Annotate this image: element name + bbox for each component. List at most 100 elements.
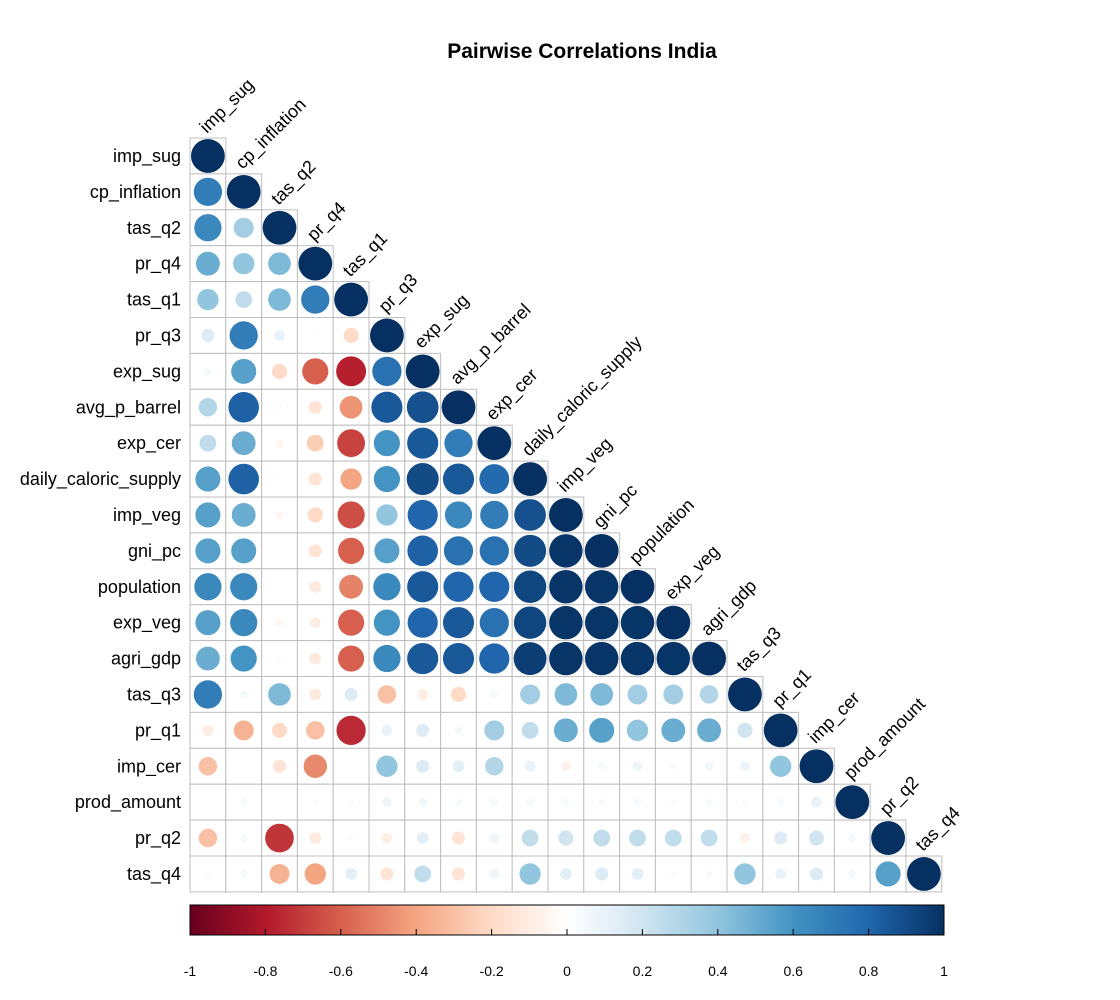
correlation-circle-tas_q4-tas_q1	[345, 868, 357, 880]
correlation-circle-daily_caloric_supply-exp_sug	[406, 463, 439, 496]
correlation-circle-pr_q1-exp_sug	[416, 723, 430, 737]
colorbar-tick-label: -0.8	[253, 963, 277, 979]
correlation-circle-prod_amount-tas_q1	[348, 799, 355, 806]
correlation-circle-agri_gdp-population	[620, 641, 655, 676]
column-label: exp_cer	[482, 365, 542, 425]
correlation-circle-avg_p_barrel-cp_inflation	[228, 391, 260, 423]
correlation-circle-tas_q4-exp_veg	[670, 871, 677, 877]
correlation-circle-pr_q2-tas_q1	[348, 835, 355, 841]
correlation-circle-tas_q4-population	[631, 868, 644, 880]
correlation-circle-exp_sug-pr_q4	[302, 358, 329, 385]
correlation-circle-tas_q4-pr_q4	[304, 863, 326, 885]
row-label: pr_q4	[135, 254, 181, 275]
correlation-circle-pr_q1-pr_q3	[381, 725, 393, 736]
correlation-circle-prod_amount-exp_sug	[418, 798, 427, 807]
correlation-circle-pr_q2-prod_amount	[848, 834, 857, 842]
correlation-circle-pr_q1-imp_veg	[553, 718, 578, 743]
correlation-circle-prod_amount-agri_gdp	[705, 798, 713, 806]
column-label: pr_q4	[303, 198, 350, 245]
correlation-circle-tas_q3-tas_q2	[268, 683, 291, 706]
correlation-circle-tas_q4-imp_veg	[560, 868, 572, 880]
correlation-circle-tas_q4-pr_q2	[875, 861, 901, 887]
correlation-circle-pr_q1-tas_q2	[271, 722, 288, 738]
correlation-circle-tas_q1-cp_inflation	[235, 291, 253, 308]
correlation-circle-imp_cer-daily_caloric_supply	[524, 760, 536, 772]
row-label: cp_inflation	[90, 182, 181, 203]
correlation-circle-tas_q4-gni_pc	[595, 867, 609, 881]
correlation-circle-pr_q4-cp_inflation	[233, 252, 255, 275]
correlation-circle-gni_pc-tas_q1	[338, 537, 365, 564]
correlation-circle-exp_sug-pr_q3	[372, 356, 402, 386]
correlation-circle-imp_cer-population	[632, 761, 643, 772]
colorbar-tick-label: -0.4	[404, 963, 428, 979]
correlation-circle-gni_pc-imp_veg	[549, 534, 583, 568]
correlation-circle-prod_amount-pr_q3	[382, 797, 392, 807]
correlation-circle-tas_q3-gni_pc	[590, 683, 614, 706]
row-label: imp_sug	[113, 146, 181, 167]
correlation-circle-imp_veg-pr_q3	[376, 504, 398, 526]
correlation-circle-exp_sug-cp_inflation	[231, 358, 257, 384]
correlation-circle-prod_amount-imp_cer	[811, 796, 822, 808]
colorbar-tick-label: 0	[563, 963, 571, 979]
correlation-circle-exp_veg-cp_inflation	[230, 609, 258, 637]
row-label: avg_p_barrel	[76, 397, 181, 418]
correlation-circle-pr_q2-imp_sug	[198, 828, 218, 848]
column-label: pr_q2	[876, 772, 923, 819]
correlation-circles	[191, 139, 941, 891]
correlation-circle-avg_p_barrel-pr_q4	[308, 400, 322, 414]
correlation-circle-pr_q2-pr_q2	[871, 821, 905, 855]
correlation-circle-imp_cer-imp_veg	[561, 761, 571, 772]
correlation-circle-prod_amount-prod_amount	[835, 785, 870, 820]
correlation-circle-imp_cer-pr_q4	[303, 754, 328, 778]
correlation-circle-imp_cer-cp_inflation	[242, 765, 245, 768]
column-label: exp_veg	[661, 541, 724, 604]
correlation-circle-exp_sug-tas_q2	[271, 363, 288, 379]
grid-cell	[225, 245, 263, 283]
correlation-circle-tas_q3-imp_sug	[193, 680, 223, 709]
correlation-circle-agri_gdp-imp_veg	[549, 641, 583, 676]
correlation-circle-tas_q4-exp_cer	[489, 869, 500, 879]
correlation-circle-daily_caloric_supply-tas_q2	[277, 476, 282, 482]
column-label: pr_q3	[375, 270, 422, 317]
correlation-circle-pr_q2-imp_cer	[808, 830, 825, 846]
correlation-circle-gni_pc-tas_q2	[278, 550, 281, 552]
correlation-circle-pr_q3-imp_sug	[201, 328, 215, 342]
correlation-circle-agri_gdp-cp_inflation	[230, 645, 257, 672]
correlation-circle-exp_veg-exp_sug	[407, 607, 438, 638]
correlation-circle-daily_caloric_supply-pr_q3	[373, 465, 400, 493]
correlation-circle-avg_p_barrel-tas_q2	[276, 404, 283, 411]
column-label: exp_sug	[410, 290, 473, 353]
correlation-circle-tas_q1-pr_q4	[301, 285, 330, 314]
correlation-circle-pr_q2-tas_q3	[740, 833, 750, 843]
colorbar-tick-label: 0.2	[633, 963, 653, 979]
correlation-circle-exp_veg-gni_pc	[584, 605, 619, 640]
correlation-circle-imp_cer-tas_q1	[350, 765, 352, 768]
chart-title: Pairwise Correlations India	[447, 40, 717, 63]
correlation-circle-exp_veg-exp_veg	[656, 605, 691, 640]
correlation-circle-tas_q4-tas_q3	[734, 863, 756, 885]
colorbar-tick-label: 1	[940, 963, 948, 979]
correlation-circle-tas_q4-daily_caloric_supply	[519, 863, 541, 885]
column-label: tas_q3	[733, 623, 786, 676]
correlation-circle-tas_q3-pr_q3	[377, 685, 397, 704]
row-label: tas_q3	[127, 684, 181, 705]
row-label: prod_amount	[75, 792, 181, 813]
correlation-circle-imp_cer-agri_gdp	[704, 762, 714, 771]
row-label: exp_sug	[113, 361, 181, 382]
correlation-circle-pr_q1-daily_caloric_supply	[521, 721, 539, 739]
correlation-circle-population-imp_veg	[549, 570, 583, 604]
correlation-circle-tas_q1-imp_sug	[197, 288, 219, 311]
correlation-circle-pr_q3-cp_inflation	[229, 321, 258, 350]
column-label: tas_q1	[339, 228, 392, 281]
correlation-circle-gni_pc-pr_q3	[374, 538, 400, 564]
correlation-circle-exp_veg-pr_q3	[373, 609, 400, 636]
correlation-circle-population-pr_q4	[309, 580, 322, 593]
correlation-circle-population-gni_pc	[584, 570, 619, 604]
row-labels: imp_sug cp_inflation tas_q2 pr_q4 tas_q1 pr_q…	[20, 146, 181, 885]
correlation-circle-exp_veg-daily_caloric_supply	[513, 606, 547, 639]
correlation-circle-prod_amount-exp_veg	[670, 799, 677, 806]
correlation-circle-tas_q4-imp_sug	[204, 871, 211, 877]
correlation-circle-daily_caloric_supply-tas_q1	[340, 468, 362, 490]
correlation-circle-exp_cer-pr_q4	[306, 434, 324, 452]
